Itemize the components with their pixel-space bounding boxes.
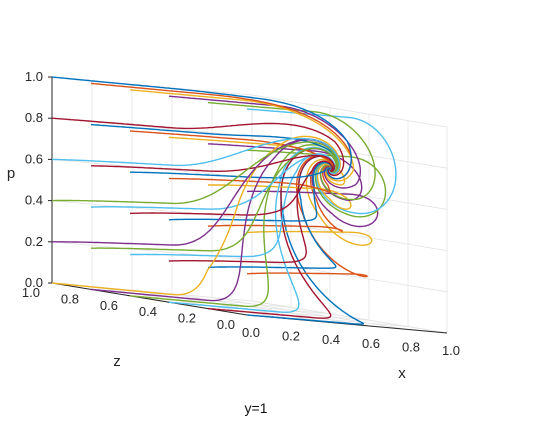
grid-line [51,241,253,261]
p-tick-label: 0.0 [25,275,43,290]
trajectory-line [52,137,341,175]
z-axis-label: z [113,353,121,370]
z-tick-label: 0.4 [139,304,157,319]
x-axis-label: x [398,365,406,382]
z-tick-label: 0.2 [178,311,196,326]
trajectory-line [91,154,335,173]
p-tick-label: 0.2 [25,234,43,249]
trajectory-line [51,117,345,177]
grid-line [131,289,328,323]
grid-line [251,259,448,293]
z-tick-label: 0.8 [61,291,79,306]
z-tick-label: 0.0 [217,317,235,332]
fixed-parameter-caption: y=1 [245,400,268,416]
z-tick-label: 1.0 [22,285,40,300]
p-tick-label: 0.6 [25,151,43,166]
x-tick-label: 0.2 [282,329,300,344]
z-tick-label: 0.6 [100,298,118,313]
trajectory-line [51,135,341,296]
tick-labels: 0.0 0.0 0.0 0.2 0.2 0.2 0.4 0.4 0.4 0.6 0.6 0.6 0.8 0… [22,69,460,358]
trajectory-line [129,160,334,216]
trajectory-line [51,76,352,180]
p-tick-label: 0.8 [25,110,43,125]
p-tick-label: 0.4 [25,193,43,208]
grid-line [211,297,408,330]
grid-line [51,200,253,219]
x-tick-label: 0.6 [362,336,380,351]
grid-line [251,300,448,334]
trajectory-line [91,147,338,252]
grid-line [251,94,448,128]
p-tick-label: 1.0 [25,69,43,84]
trajectory-line [129,130,340,175]
x-tick-label: 0.8 [402,339,420,354]
x-tick-label: 0.0 [242,325,260,340]
grid-line [171,293,368,327]
p-axis-label: p [7,165,15,182]
x-tick-label: 0.4 [322,332,340,347]
trajectories [51,76,397,325]
x-tick-label: 1.0 [442,343,460,358]
